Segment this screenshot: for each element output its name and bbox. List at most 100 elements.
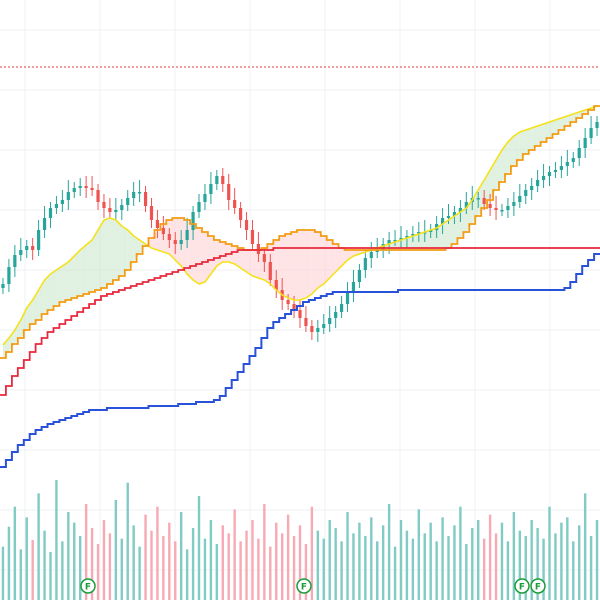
candle-body	[1, 284, 5, 288]
candle-body	[304, 318, 308, 326]
candle-body	[227, 184, 231, 200]
candle-body	[411, 234, 415, 236]
candle-body	[464, 202, 468, 208]
candle-body	[102, 202, 106, 208]
volume-bar	[49, 552, 52, 600]
candle-body	[19, 250, 23, 255]
volume-bars	[1, 480, 599, 600]
f-marker-label: F	[535, 583, 541, 593]
candle-body	[589, 128, 593, 138]
candle-body	[316, 328, 320, 332]
cloud-segment	[442, 220, 449, 250]
volume-bar	[488, 514, 492, 600]
candle-body	[90, 188, 94, 190]
candle-body	[221, 176, 225, 184]
candle-body	[375, 250, 379, 252]
candle-body	[262, 254, 266, 262]
candle-body	[256, 244, 261, 254]
volume-bar	[37, 493, 40, 600]
candle-body	[60, 200, 64, 204]
volume-bar	[168, 522, 171, 600]
candle-body	[13, 255, 17, 267]
volume-bar	[364, 536, 367, 600]
cloud-segment	[418, 232, 425, 250]
cloud-segment	[282, 234, 289, 298]
candle-body	[132, 192, 136, 198]
volume-bar	[554, 533, 557, 600]
candle-body	[250, 230, 255, 244]
cloud-segment	[26, 300, 33, 330]
volume-bar	[185, 549, 189, 600]
volume-bar	[263, 504, 266, 600]
candle-body	[54, 204, 59, 208]
candle-body	[440, 218, 445, 224]
candle-body	[583, 138, 587, 148]
cloud-segment	[109, 218, 116, 284]
volume-bar	[209, 520, 213, 600]
volume-bar	[405, 530, 409, 600]
candle-body	[310, 326, 314, 332]
volume-bar	[203, 538, 207, 600]
cloud-segment	[98, 220, 104, 290]
candle-body	[452, 212, 457, 216]
cloud-segment	[121, 226, 128, 276]
cloud-segment	[86, 240, 93, 294]
volume-bar	[399, 520, 403, 600]
volume-bar	[292, 536, 296, 600]
candle-body	[84, 186, 88, 188]
volume-bar	[548, 506, 551, 600]
cloud-segment	[460, 208, 467, 238]
volume-bar	[25, 517, 28, 600]
candle-body	[405, 236, 409, 238]
candle-body	[334, 312, 338, 318]
volume-bar	[179, 512, 183, 600]
candle-body	[167, 234, 171, 240]
cloud-segment	[151, 230, 158, 250]
volume-bar	[67, 512, 70, 600]
candle-body	[292, 304, 296, 310]
volume-bar	[245, 530, 248, 600]
volume-bar	[352, 533, 355, 600]
candle-body	[565, 162, 569, 166]
cloud-segment	[305, 230, 312, 298]
volume-bar	[233, 509, 236, 600]
candle-body	[42, 218, 47, 230]
volume-bar	[43, 530, 46, 600]
cloud-segment	[448, 216, 455, 248]
volume-bar	[162, 536, 165, 600]
volume-bar	[435, 541, 438, 600]
candle-body	[233, 200, 237, 208]
volume-bar	[524, 536, 527, 600]
volume-bar	[215, 544, 219, 600]
cloud-segment	[329, 240, 336, 278]
candle-body	[72, 188, 76, 192]
candle-body	[149, 206, 154, 220]
volume-bar	[589, 536, 593, 600]
volume-bar	[73, 522, 76, 600]
cloud-segment	[567, 114, 574, 126]
volume-bar	[298, 525, 302, 600]
volume-bar	[560, 522, 563, 600]
candle-body	[25, 246, 29, 250]
volume-bar	[471, 528, 474, 600]
cloud-segment	[406, 236, 413, 250]
volume-bar	[96, 544, 100, 600]
candle-body	[48, 208, 53, 218]
lagging-span-line	[0, 247, 600, 396]
candle-body	[553, 170, 558, 172]
candle-body	[96, 190, 100, 202]
candle-body	[286, 300, 290, 304]
cloud-segment	[252, 250, 259, 278]
volume-bar	[346, 512, 349, 600]
volume-bar	[566, 517, 569, 600]
cloud-segment	[496, 150, 502, 190]
cloud-segment	[347, 250, 354, 260]
candle-body	[268, 262, 272, 280]
volume-bar	[393, 546, 397, 600]
candle-body	[108, 208, 112, 212]
cloud-segment	[68, 256, 75, 300]
volume-bar	[90, 528, 94, 600]
cloud-segment	[412, 234, 419, 250]
volume-bar	[423, 533, 426, 600]
